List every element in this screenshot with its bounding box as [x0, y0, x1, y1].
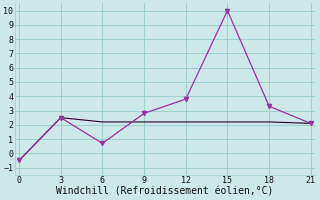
X-axis label: Windchill (Refroidissement éolien,°C): Windchill (Refroidissement éolien,°C) [56, 187, 274, 197]
